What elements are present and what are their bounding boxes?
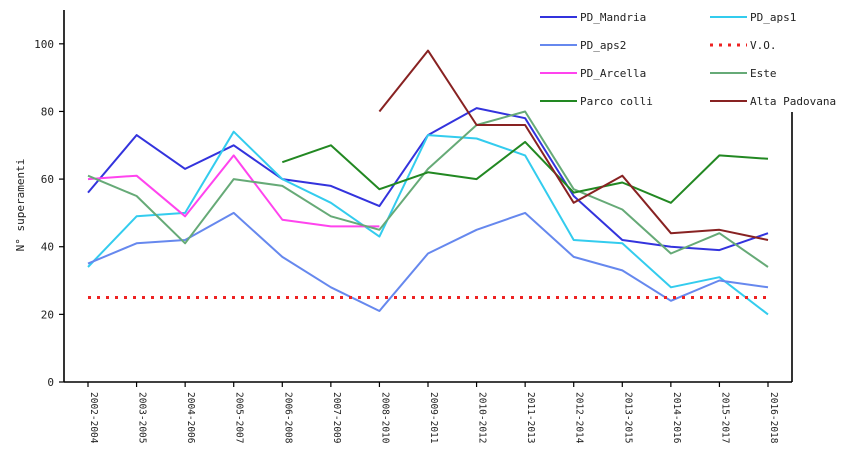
x-tick-label: 2011-2013 (525, 392, 536, 443)
x-tick-label: 2013-2015 (622, 392, 633, 443)
legend-label-pd-mandria: PD_Mandria (580, 11, 646, 24)
y-tick-label: 0 (47, 376, 54, 389)
legend-label-v-o: V.O. (750, 39, 777, 52)
x-tick-label: 2002-2004 (88, 392, 99, 444)
legend-label-pd-aps2: PD_aps2 (580, 39, 626, 52)
y-tick-label: 20 (41, 308, 54, 321)
series-line-pd-arcella (87, 154, 380, 228)
x-tick-label: 2008-2010 (379, 392, 390, 444)
x-tick-label: 2016-2018 (768, 392, 779, 444)
x-tick-label: 2015-2017 (719, 392, 730, 443)
y-ticks: 0 20 40 60 80 100 (34, 38, 64, 389)
y-tick-label: 100 (34, 38, 54, 51)
legend-label-este: Este (750, 67, 777, 80)
y-tick-label: 80 (41, 105, 54, 118)
series-line-pd-aps2 (87, 211, 769, 312)
series-line-alta-padovana (378, 49, 769, 241)
x-tick-label: 2006-2008 (282, 392, 293, 444)
series-line-pd-aps1 (87, 130, 769, 316)
x-ticks: 2002-2004 2003-2005 2004-2006 2005-2007 2006… (87, 382, 779, 444)
x-tick-label: 2010-2012 (477, 392, 488, 443)
x-tick-label: 2003-2005 (137, 392, 148, 443)
legend-label-parco-colli: Parco colli (580, 95, 653, 108)
x-tick-label: 2005-2007 (234, 392, 245, 443)
x-tick-label: 2009-2011 (428, 392, 439, 444)
y-tick-label: 60 (41, 173, 54, 186)
series-line-parco-colli (281, 140, 769, 204)
series-lines (87, 49, 769, 316)
x-tick-label: 2007-2009 (331, 392, 342, 444)
legend-label-pd-aps1: PD_aps1 (750, 11, 796, 24)
legend-label-pd-arcella: PD_Arcella (580, 67, 646, 80)
legend-label-alta-padovana: Alta Padovana (750, 95, 836, 108)
x-tick-label: 2004-2006 (185, 392, 196, 444)
axes (63, 10, 793, 383)
series-line-este (87, 110, 769, 268)
x-tick-label: 2012-2014 (574, 392, 585, 444)
x-tick-label: 2014-2016 (671, 392, 682, 444)
legend: PD_Mandria PD_aps1 PD_aps2 V.O. PD_Arcella Es… (540, 11, 836, 108)
y-tick-label: 40 (41, 241, 54, 254)
y-axis-title: N° superamenti (14, 159, 27, 252)
